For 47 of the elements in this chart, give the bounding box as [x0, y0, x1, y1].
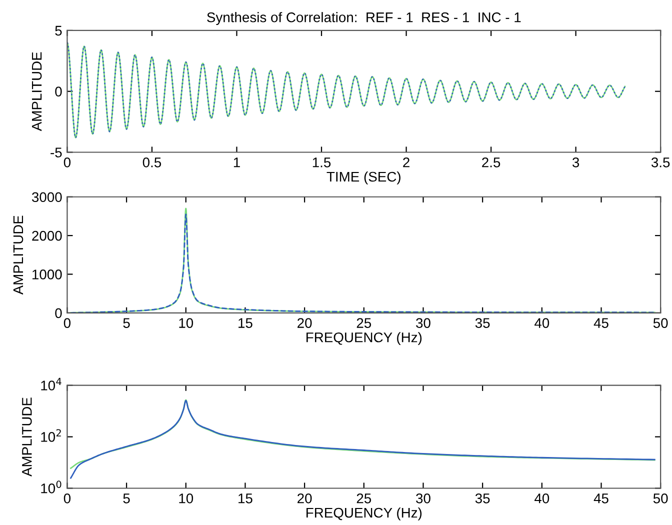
x-tick-label: 3 — [572, 157, 580, 168]
x-tick-label: 15 — [238, 318, 252, 328]
y-tick-label: 2000 — [32, 230, 62, 241]
x-tick-label: 2 — [403, 157, 410, 168]
y-axis-title: AMPLITUDE — [22, 398, 32, 477]
y-tick-label: 3000 — [32, 192, 62, 202]
x-tick-label: 20 — [298, 493, 312, 504]
y-tick-label: 0 — [55, 308, 62, 318]
x-tick-label: 50 — [653, 493, 668, 504]
x-tick-label: 50 — [653, 318, 668, 328]
x-tick-label: 0 — [64, 493, 71, 504]
y-tick-label: 5 — [55, 26, 62, 36]
x-tick-label: 5 — [123, 494, 130, 504]
x-tick-label: 45 — [594, 318, 608, 328]
y-axis-title: AMPLITUDE — [32, 52, 42, 132]
x-tick-label: 1 — [234, 158, 240, 168]
x-tick-label: 10 — [179, 318, 194, 328]
x-tick-label: 30 — [416, 493, 430, 504]
x-tick-label: 1.5 — [312, 158, 331, 168]
y-tick-label: 10$^{4}$ — [41, 378, 62, 390]
y-tick-label: 0 — [55, 86, 62, 97]
x-axis-title: FREQUENCY (Hz) — [306, 507, 422, 520]
x-tick-label: 40 — [534, 493, 550, 504]
x-tick-label: 0.5 — [142, 157, 162, 168]
x-tick-label: 20 — [298, 318, 312, 328]
x-tick-label: 40 — [534, 318, 550, 328]
x-tick-label: 0 — [64, 318, 71, 328]
chart-title: Synthesis of Correlation: REF - 1 RES - 1 INC - 1 — [207, 12, 521, 25]
y-tick-label: 10$^{2}$ — [41, 429, 61, 442]
x-tick-label: 45 — [594, 494, 608, 504]
y-tick-label: 1000 — [32, 270, 62, 280]
y-tick-label: -5 — [50, 148, 62, 158]
x-tick-label: 10 — [179, 493, 194, 504]
y-axis-title: AMPLITUDE — [13, 216, 24, 295]
x-tick-label: 25 — [356, 493, 372, 504]
x-tick-label: 35 — [475, 493, 490, 504]
x-tick-label: 30 — [416, 318, 430, 328]
x-tick-label: 25 — [356, 318, 372, 328]
x-tick-label: 5 — [123, 318, 130, 328]
x-axis-title: FREQUENCY (Hz) — [306, 332, 422, 346]
x-tick-label: 0 — [64, 157, 71, 168]
x-tick-label: 15 — [238, 494, 252, 504]
x-axis-title: TIME (SEC) — [326, 171, 400, 184]
x-tick-label: 2.5 — [482, 157, 500, 168]
x-tick-label: 3.5 — [651, 157, 670, 168]
x-tick-label: 35 — [475, 318, 490, 328]
y-tick-label: 10$^{0}$ — [41, 480, 62, 494]
